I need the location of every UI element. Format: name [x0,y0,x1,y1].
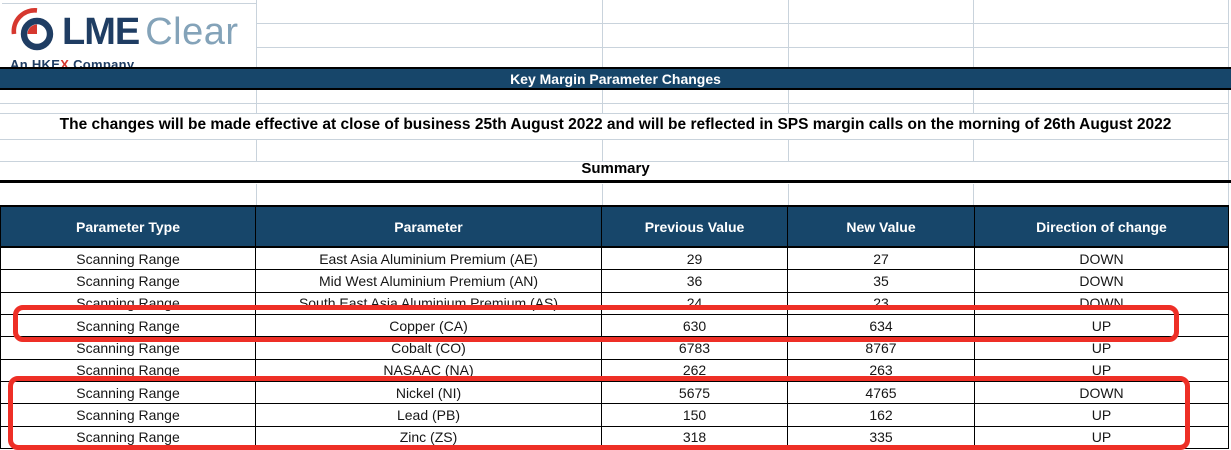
gridline [788,139,789,161]
table-cell: 6783 [602,337,788,360]
gridline [256,23,1229,24]
gridline [0,161,1229,162]
table-cell: UP [975,337,1228,360]
table-cell: 630 [602,314,788,338]
column-header: New Value [788,205,975,248]
table-cell: Scanning Range [1,314,256,338]
gridline [602,139,603,161]
gridline [256,47,1229,48]
lme-clear-logo: LME Clear An HKEX Company [10,6,239,72]
table-cell: DOWN [975,270,1228,293]
table-cell: 36 [602,270,788,293]
table-cell: Scanning Range [1,381,256,405]
table-cell: DOWN [975,248,1228,271]
gridline [1228,0,1229,205]
table-cell: Mid West Aluminium Premium (AN) [256,270,602,293]
table-cell: East Asia Aluminium Premium (AE) [256,248,602,271]
lme-ring-icon [10,6,58,59]
logo-text-lme: LME [62,11,140,53]
table-cell: 8767 [788,337,975,360]
column-header: Direction of change [975,205,1228,248]
table-cell: South East Asia Aluminium Premium (AS) [256,292,602,315]
margin-table-body: Scanning Range East Asia Aluminium Premiu… [1,248,1228,449]
table-cell: UP [975,314,1228,338]
table-cell: Scanning Range [1,359,256,382]
table-cell: 27 [788,248,975,271]
margin-parameter-table: Parameter Type Parameter Previous Value New… [0,205,1229,449]
table-cell: Scanning Range [1,404,256,427]
effective-date-notice: The changes will be made effective at cl… [59,116,1172,133]
table-cell: DOWN [975,381,1228,405]
table-cell: 262 [602,359,788,382]
table-cell: UP [975,359,1228,382]
table-cell: 318 [602,426,788,449]
gridline [788,184,789,205]
column-header: Parameter [256,205,602,248]
table-cell: 5675 [602,381,788,405]
table-cell: Scanning Range [1,270,256,293]
margin-table-head: Parameter Type Parameter Previous Value New… [1,205,1228,248]
gridline [256,139,257,161]
gridline [256,184,257,205]
title-bar: Key Margin Parameter Changes [0,67,1231,90]
summary-label: Summary [581,160,650,177]
table-cell: Lead (PB) [256,404,602,427]
table-cell: 24 [602,292,788,315]
table-cell: UP [975,426,1228,449]
page-title: Key Margin Parameter Changes [510,70,721,87]
gridline [0,113,1229,114]
table-cell: Scanning Range [1,426,256,449]
gridline [602,89,603,113]
gridline [0,139,1229,140]
table-cell: 4765 [788,381,975,405]
gridline [973,139,974,161]
table-cell: 29 [602,248,788,271]
table-cell: 150 [602,404,788,427]
table-cell: Nickel (NI) [256,381,602,405]
table-cell: 162 [788,404,975,427]
gridline [2,3,256,4]
table-cell: Scanning Range [1,248,256,271]
gridline [602,184,603,205]
summary-underline [0,180,1231,183]
table-cell: NASAAC (NA) [256,359,602,382]
table-cell: 634 [788,314,975,338]
table-cell: Scanning Range [1,337,256,360]
table-cell: 335 [788,426,975,449]
gridline [973,0,974,67]
gridline [788,89,789,113]
table-cell: 35 [788,270,975,293]
gridline [788,0,789,67]
gridline [602,0,603,67]
gridline [256,89,257,113]
gridline [973,89,974,113]
column-header: Previous Value [602,205,788,248]
logo-text-clear: Clear [145,11,239,53]
table-cell: DOWN [975,292,1228,315]
column-header: Parameter Type [1,205,256,248]
logo-tagline-x: X [60,57,70,72]
gridline [256,0,257,67]
gridline [0,103,1229,104]
table-cell: Cobalt (CO) [256,337,602,360]
gridline [973,184,974,205]
table-cell: Scanning Range [1,292,256,315]
table-cell: Copper (CA) [256,314,602,338]
table-cell: 263 [788,359,975,382]
table-cell: UP [975,404,1228,427]
table-cell: Zinc (ZS) [256,426,602,449]
table-cell: 23 [788,292,975,315]
